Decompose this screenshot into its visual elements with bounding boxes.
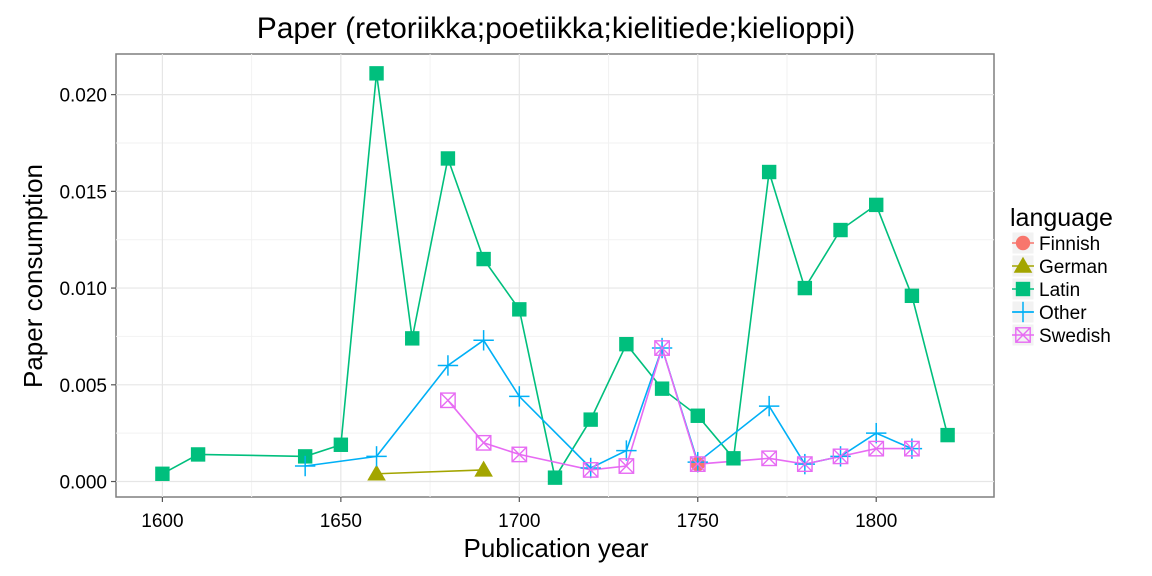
data-point-latin — [797, 280, 813, 296]
data-point-swedish — [511, 446, 528, 463]
y-tick-label: 0.000 — [59, 473, 107, 494]
series-layer — [155, 66, 955, 485]
legend-key-latin-icon — [1015, 281, 1031, 297]
plot-background — [115, 53, 995, 498]
legend-label: Latin — [1039, 280, 1080, 301]
y-axis-title: Paper consumption — [18, 164, 48, 388]
data-point-swedish — [761, 450, 778, 467]
x-tick-label: 1600 — [141, 511, 183, 532]
axes: 1600 1650 1700 1750 1800 0.000 0.005 0.010 0.015… — [59, 86, 897, 532]
data-point-latin — [761, 164, 777, 180]
data-point-swedish — [440, 392, 456, 409]
series-line-german — [376, 469, 484, 475]
data-point-other — [294, 455, 316, 477]
y-tick-label: 0.020 — [59, 86, 107, 107]
data-point-swedish — [475, 434, 492, 451]
x-tick-label: 1650 — [320, 511, 362, 532]
x-tick-label: 1700 — [498, 511, 540, 532]
data-point-latin — [405, 331, 420, 346]
x-tick-label: 1800 — [855, 511, 897, 532]
data-point-latin — [333, 437, 349, 452]
legend-item-other: Other — [1011, 300, 1087, 324]
data-point-swedish — [618, 458, 635, 474]
data-point-latin — [155, 466, 170, 481]
y-tick-label: 0.005 — [59, 376, 107, 397]
legend-label: Swedish — [1039, 326, 1111, 347]
data-point-latin — [940, 427, 955, 443]
data-point-other — [366, 446, 387, 467]
data-point-latin — [476, 251, 491, 267]
data-point-swedish — [832, 448, 849, 465]
data-point-latin — [619, 336, 634, 352]
x-tick-label: 1750 — [677, 511, 719, 532]
series-line-swedish — [447, 345, 912, 471]
legend-title: language — [1010, 204, 1113, 232]
data-point-other — [473, 330, 494, 351]
data-point-german — [367, 464, 386, 481]
data-point-latin — [190, 447, 206, 462]
legend-item-german: German — [1011, 254, 1108, 278]
legend-label: German — [1039, 257, 1108, 278]
legend-label: Other — [1039, 303, 1087, 324]
legend-item-latin: Latin — [1011, 277, 1080, 301]
data-point-other — [758, 395, 780, 417]
data-point-swedish — [904, 440, 920, 457]
data-point-german — [474, 460, 493, 477]
y-tick-label: 0.015 — [59, 182, 107, 203]
legend-key-other-icon — [1012, 301, 1034, 323]
data-point-latin — [690, 408, 705, 423]
chart-title: Paper (retoriikka;poetiikka;kielitiede;k… — [257, 12, 856, 45]
legend-item-swedish: Swedish — [1011, 323, 1111, 347]
legend-label: Finnish — [1039, 234, 1100, 255]
data-point-latin — [547, 470, 563, 485]
x-axis-title: Publication year — [464, 533, 649, 563]
data-point-latin — [512, 302, 527, 317]
data-point-swedish — [689, 456, 706, 473]
legend-key-german-icon — [1013, 256, 1033, 273]
data-point-latin — [440, 151, 456, 166]
y-tick-label: 0.010 — [59, 279, 107, 300]
data-point-swedish — [796, 456, 813, 473]
data-point-latin — [654, 381, 670, 396]
data-point-latin — [904, 288, 920, 304]
data-point-latin — [369, 66, 384, 81]
data-point-other — [866, 422, 887, 444]
data-point-latin — [726, 451, 741, 466]
data-point-latin — [583, 412, 598, 427]
data-point-other — [616, 440, 637, 461]
legend-key-finnish-icon — [1015, 235, 1031, 251]
data-point-swedish — [868, 440, 885, 457]
data-point-swedish — [654, 340, 670, 356]
data-point-swedish — [582, 462, 599, 478]
data-point-other — [437, 355, 459, 376]
data-point-latin — [869, 197, 884, 213]
data-point-latin — [833, 222, 848, 238]
data-point-other — [509, 386, 530, 407]
legend-item-finnish: Finnish — [1011, 231, 1100, 255]
legend-key-swedish-icon — [1015, 327, 1031, 343]
